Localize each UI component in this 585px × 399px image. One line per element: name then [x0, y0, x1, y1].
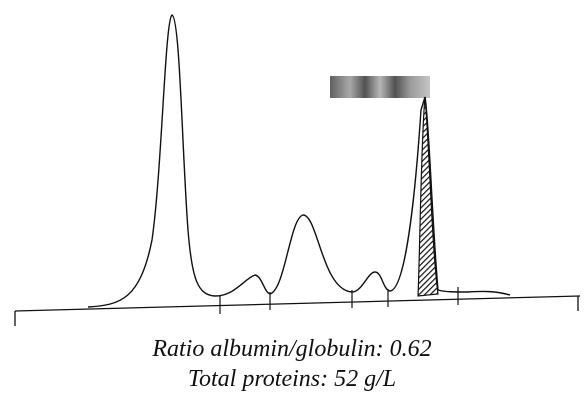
redacted-label — [330, 76, 430, 98]
caption-ratio: Ratio albumin/globulin: 0.62 — [151, 336, 431, 362]
electrophoresis-figure: Ratio albumin/globulin: 0.62 Total prote… — [0, 0, 585, 394]
background — [0, 0, 585, 394]
caption-total: Total proteins: 52 g/L — [188, 366, 396, 392]
